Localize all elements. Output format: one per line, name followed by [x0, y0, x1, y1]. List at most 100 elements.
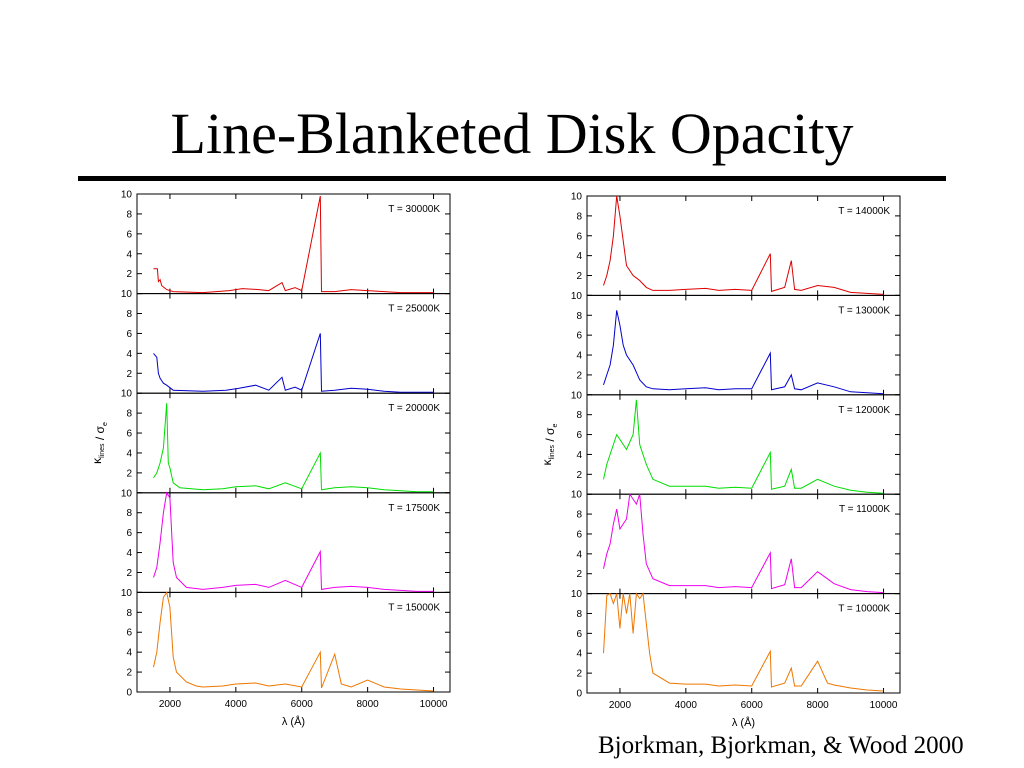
y-tick-label: 8: [576, 510, 582, 521]
y-tick-label: 6: [126, 528, 132, 539]
y-axis-label-sep: /: [93, 433, 107, 443]
panel-2: 2 4 6 8 10 T = 13000K: [571, 291, 901, 396]
x-tick-label: 10000: [420, 699, 448, 710]
y-tick-label: 10: [121, 488, 133, 499]
y-tick-label: 2: [126, 269, 132, 280]
series-line: [603, 592, 884, 692]
series-line: [153, 591, 434, 692]
x-tick-label: 10000: [870, 700, 898, 711]
x-axis-label: λ (Å): [282, 715, 305, 728]
series-line: [603, 399, 884, 494]
y-tick-label: 10: [571, 490, 583, 501]
panel-label: T = 20000K: [388, 403, 440, 414]
y-tick-label: 4: [126, 349, 132, 360]
y-tick-label: 4: [126, 249, 132, 260]
panel-3: 2 4 6 8 10 T = 12000K: [571, 390, 901, 495]
y-tick-label: 10: [121, 389, 133, 400]
x-tick-label: 6000: [741, 700, 764, 711]
y-tick-label: 4: [576, 549, 582, 560]
y-axis-label-main: κ: [540, 458, 554, 465]
series-line: [153, 195, 434, 294]
y-tick-label: 8: [126, 309, 132, 320]
y-tick-label: 6: [576, 629, 582, 640]
y-tick-label: 6: [576, 529, 582, 540]
y-axis-label-main2: σ: [93, 425, 107, 433]
y-axis-label-sub2: e: [552, 424, 559, 428]
y-tick-label: 8: [126, 209, 132, 220]
panel-label: T = 17500K: [388, 503, 440, 514]
y-tick-label: 2: [126, 369, 132, 380]
x-tick-label: 8000: [357, 699, 380, 710]
y-tick-label: 8: [576, 311, 582, 322]
y-tick-label: 2: [576, 271, 582, 282]
y-tick-label: 6: [576, 430, 582, 441]
y-axis-label-main2: σ: [543, 427, 557, 435]
y-tick-label: 10: [571, 291, 583, 302]
y-tick-label: 6: [126, 628, 132, 639]
series-line: [603, 195, 884, 295]
x-tick-label: 6000: [291, 699, 314, 710]
y-axis-label-sep: /: [543, 435, 557, 445]
y-tick-label: 8: [126, 409, 132, 420]
y-tick-label: 4: [576, 251, 582, 262]
y-tick-label: 6: [576, 231, 582, 242]
x-tick-label: 2000: [609, 700, 632, 711]
y-tick-label: 2: [576, 470, 582, 481]
panel-frame: [136, 591, 451, 693]
y-axis-label: κlines / σe: [90, 422, 109, 464]
y-tick-label: 8: [576, 609, 582, 620]
y-tick-label: 2: [576, 370, 582, 381]
y-tick-label: 0: [126, 688, 132, 699]
panel-5: 0 2 4 6 8 10 T = 15000K: [121, 588, 451, 699]
title-underline: [78, 176, 946, 181]
x-tick-label: 4000: [225, 699, 248, 710]
panel-label: T = 14000K: [838, 206, 890, 217]
y-tick-label: 6: [126, 429, 132, 440]
panel-frame: [586, 593, 901, 694]
x-tick-label: 2000: [159, 699, 182, 710]
y-tick-label: 8: [126, 508, 132, 519]
y-tick-label: 2: [126, 468, 132, 479]
panel-label: T = 10000K: [838, 604, 890, 615]
panel-label: T = 12000K: [838, 405, 890, 416]
panel-label: T = 25000K: [388, 304, 440, 315]
panel-4: 2 4 6 8 10 T = 11000K: [571, 490, 901, 595]
y-tick-label: 8: [576, 410, 582, 421]
y-tick-label: 2: [126, 568, 132, 579]
y-tick-label: 6: [576, 331, 582, 342]
y-tick-label: 6: [126, 329, 132, 340]
x-tick-label: 4000: [675, 700, 698, 711]
y-tick-label: 10: [571, 192, 583, 203]
y-tick-label: 8: [576, 211, 582, 222]
y-tick-label: 2: [576, 669, 582, 680]
panel-5: 0 2 4 6 8 10 T = 10000K: [571, 589, 901, 700]
panel-label: T = 11000K: [839, 504, 890, 515]
y-tick-label: 2: [126, 668, 132, 679]
slide-title: Line-Blanketed Disk Opacity: [170, 101, 854, 166]
series-line: [603, 492, 884, 594]
y-tick-label: 4: [576, 351, 582, 362]
y-tick-label: 4: [126, 548, 132, 559]
y-tick-label: 10: [571, 589, 583, 600]
y-axis-label: κlines / σe: [540, 424, 559, 466]
series-line: [153, 491, 434, 592]
x-tick-label: 8000: [807, 700, 830, 711]
panel-label: T = 13000K: [838, 305, 890, 316]
y-tick-label: 4: [576, 450, 582, 461]
x-axis-label: λ (Å): [732, 716, 755, 729]
y-tick-label: 10: [121, 289, 133, 300]
y-tick-label: 10: [121, 588, 133, 599]
panel-label: T = 30000K: [388, 204, 440, 215]
y-axis-label-sub: lines: [99, 443, 106, 458]
y-tick-label: 2: [576, 569, 582, 580]
y-tick-label: 0: [576, 689, 582, 700]
y-tick-label: 4: [576, 649, 582, 660]
y-tick-label: 6: [126, 229, 132, 240]
series-line: [153, 403, 434, 493]
panel-1: 2 4 6 8 10 T = 14000K: [571, 192, 901, 296]
y-axis-label-sub2: e: [102, 422, 109, 426]
citation: Bjorkman, Bjorkman, & Wood 2000: [598, 732, 964, 759]
y-axis-label-sub: lines: [549, 444, 556, 459]
